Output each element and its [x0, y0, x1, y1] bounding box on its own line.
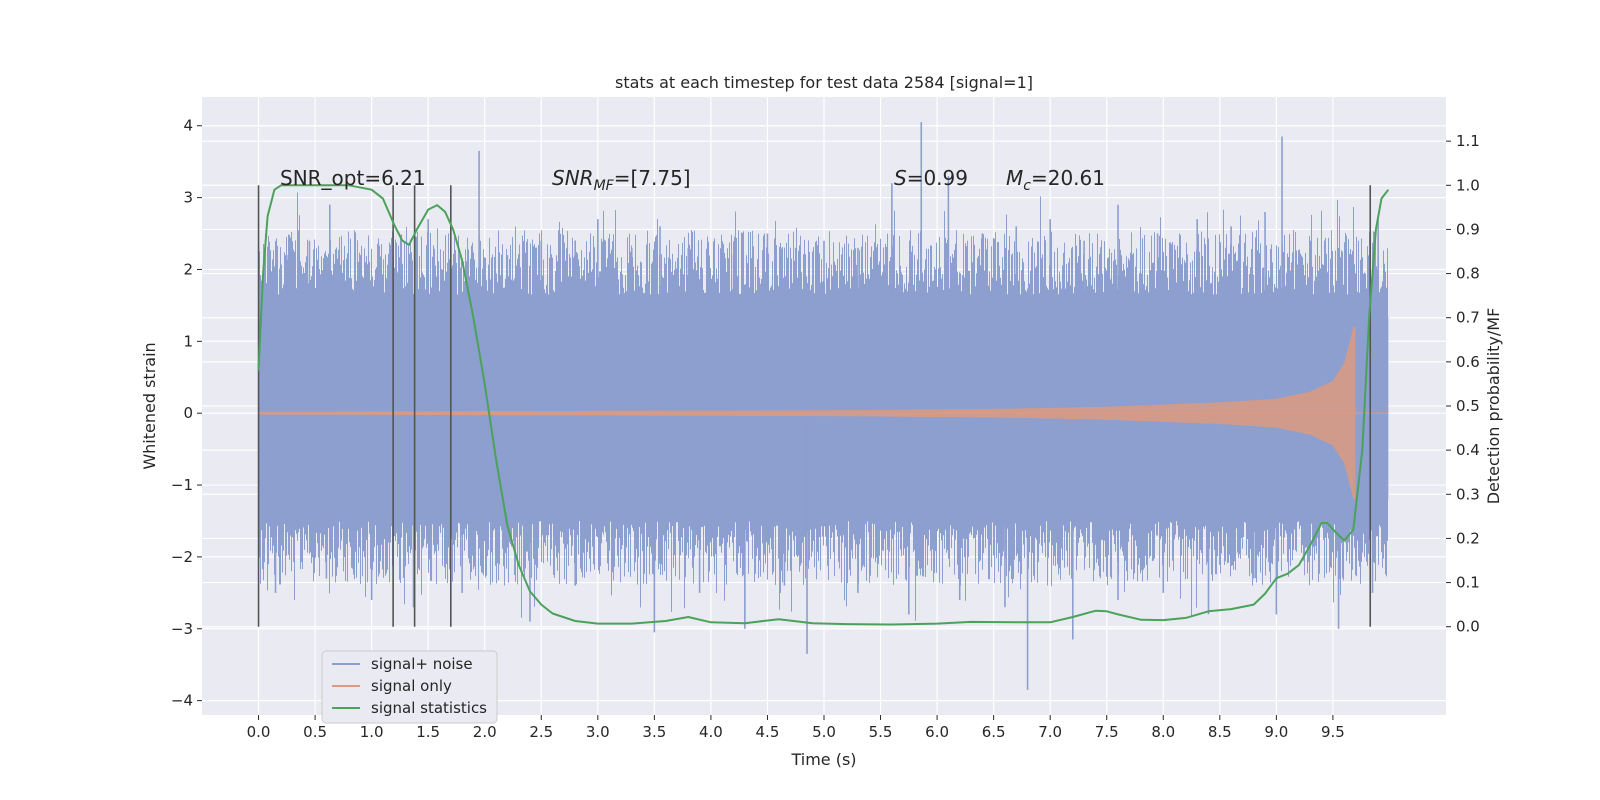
legend-box — [321, 650, 498, 724]
y-tick-label-7: 3 — [183, 189, 193, 207]
y-axis-right: 0.0 0.1 0.2 0.3 0.4 0.5 0.6 0.7 0.8 0.9 1.0 1.1 — [1446, 132, 1480, 636]
y2-tick-label-4: 0.4 — [1456, 441, 1480, 459]
annotation-s: S=0.99 — [894, 166, 968, 190]
x-tick-label-12: 6.0 — [925, 723, 949, 741]
x-tick-label-14: 7.0 — [1038, 723, 1062, 741]
y2-tick-label-7: 0.7 — [1456, 309, 1480, 327]
signal-only-series — [258, 327, 1389, 500]
x-tick-label-9: 4.5 — [756, 723, 780, 741]
chart-title: stats at each timestep for test data 258… — [615, 73, 1033, 92]
legend: signal+ noise signal only signal statist… — [321, 650, 498, 724]
y2-tick-label-10: 1.0 — [1456, 176, 1480, 194]
y2-tick-label-8: 0.8 — [1456, 265, 1480, 283]
y-tick-label-6: 2 — [183, 260, 193, 278]
y-axis-label: Whitened strain — [140, 342, 159, 469]
x-tick-label-4: 2.0 — [473, 723, 497, 741]
y2-tick-label-0: 0.0 — [1456, 618, 1480, 636]
annotation-mc: Mc=20.61 — [1006, 166, 1105, 194]
y2-tick-label-5: 0.5 — [1456, 397, 1480, 415]
snr-mf-label: SNR — [552, 166, 594, 190]
y-tick-label-0: −4 — [171, 692, 193, 710]
annotation-snr-opt: SNR_opt=6.21 — [280, 166, 426, 190]
s-value: =0.99 — [907, 166, 968, 190]
x-axis: 0.0 0.5 1.0 1.5 2.0 2.5 3.0 3.5 4.0 4.5 5.0 5.5 6.0 6… — [247, 715, 1345, 741]
mc-value: =20.61 — [1031, 166, 1105, 190]
x-tick-label-15: 7.5 — [1095, 723, 1119, 741]
x-tick-label-2: 1.0 — [360, 723, 384, 741]
y-axis-left: −4 −3 −2 −1 0 1 2 3 4 — [171, 117, 202, 710]
vertical-markers — [257, 185, 1372, 627]
y2-axis-label: Detection probability/MF — [1484, 308, 1503, 505]
mc-subscript: c — [1023, 178, 1031, 194]
x-tick-label-7: 3.5 — [642, 723, 666, 741]
y-tick-label-4: 0 — [183, 404, 193, 422]
snr-mf-value: =[7.75] — [614, 166, 691, 190]
s-label: S — [894, 166, 907, 190]
x-tick-label-0: 0.0 — [247, 723, 271, 741]
y2-tick-label-3: 0.3 — [1456, 485, 1480, 503]
x-tick-label-18: 9.0 — [1264, 723, 1288, 741]
x-axis-label: Time (s) — [790, 750, 856, 769]
x-tick-label-5: 2.5 — [529, 723, 553, 741]
y2-tick-label-9: 0.9 — [1456, 220, 1480, 238]
mc-label: M — [1006, 166, 1023, 190]
y2-tick-label-2: 0.2 — [1456, 529, 1480, 547]
y2-tick-label-6: 0.6 — [1456, 353, 1480, 371]
x-tick-label-16: 8.0 — [1151, 723, 1175, 741]
x-tick-label-1: 0.5 — [303, 723, 327, 741]
x-tick-label-8: 4.0 — [699, 723, 723, 741]
x-tick-label-19: 9.5 — [1321, 723, 1345, 741]
y-tick-label-3: −1 — [171, 476, 193, 494]
legend-label-signal-noise: signal+ noise — [371, 655, 473, 673]
legend-label-signal-only: signal only — [371, 677, 452, 695]
legend-label-signal-statistics: signal statistics — [371, 699, 487, 717]
x-tick-label-3: 1.5 — [416, 723, 440, 741]
y-tick-label-5: 1 — [183, 332, 193, 350]
x-tick-label-13: 6.5 — [982, 723, 1006, 741]
y-tick-label-8: 4 — [183, 117, 193, 135]
y-tick-label-1: −3 — [171, 620, 193, 638]
snr-mf-subscript: MF — [594, 178, 615, 194]
y2-tick-label-11: 1.1 — [1456, 132, 1480, 150]
y-tick-label-2: −2 — [171, 548, 193, 566]
signal-statistics-series — [257, 184, 1390, 626]
x-tick-label-17: 8.5 — [1208, 723, 1232, 741]
x-tick-label-11: 5.5 — [869, 723, 893, 741]
x-tick-label-10: 5.0 — [812, 723, 836, 741]
y2-tick-label-1: 0.1 — [1456, 574, 1480, 592]
x-tick-label-6: 3.0 — [586, 723, 610, 741]
statistics-line — [257, 184, 1390, 626]
annotation-snr-mf: SNRMF=[7.75] — [552, 166, 691, 194]
